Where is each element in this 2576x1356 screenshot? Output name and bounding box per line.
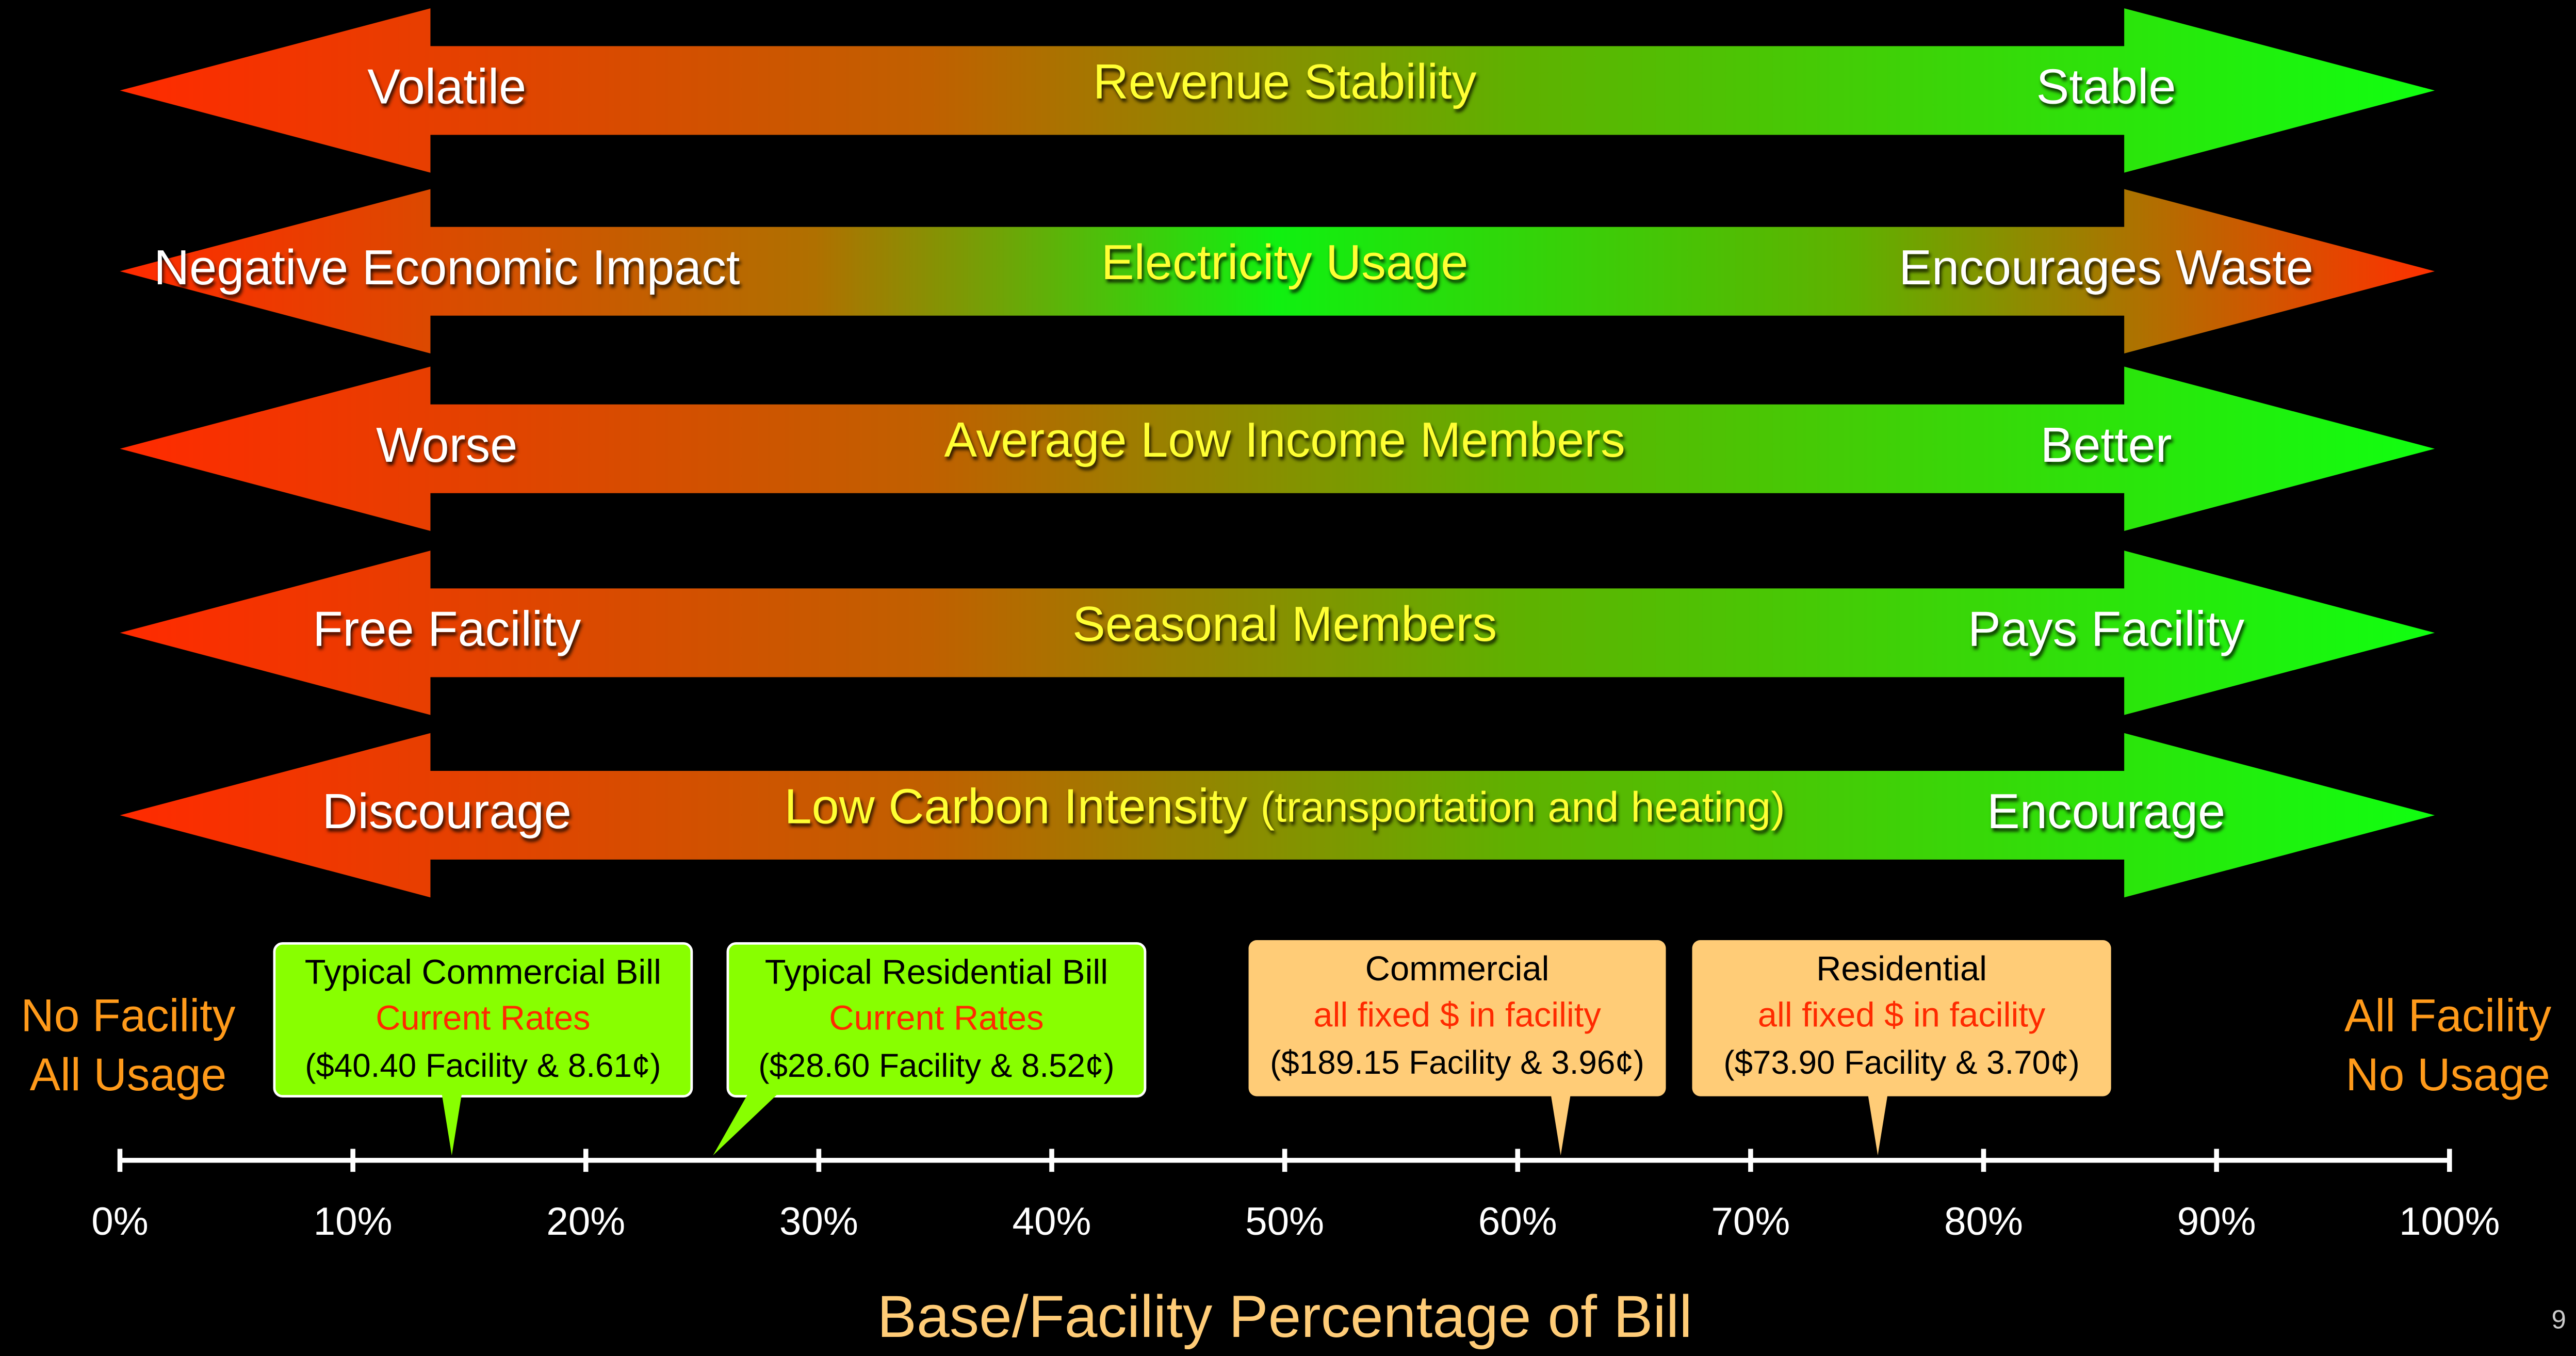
callout-pointer — [1868, 1094, 1888, 1156]
axis-end-label: No Facility — [21, 989, 236, 1041]
axis-tick-label: 20% — [546, 1200, 625, 1244]
axis-tick-label: 10% — [314, 1200, 393, 1244]
arrow — [120, 551, 2435, 715]
callout-box — [726, 942, 1147, 1097]
arrow-right-label: Stable — [2036, 60, 2176, 115]
arrow-center-title: Average Low Income Members — [944, 413, 1625, 467]
arrow-left-label: Negative Economic Impact — [154, 240, 740, 295]
callout-subtitle: all fixed $ in facility — [1758, 995, 2046, 1034]
callout-title: Typical Residential Bill — [765, 953, 1108, 992]
axis-tick-label: 90% — [2177, 1200, 2256, 1244]
callout-detail: ($28.60 Facility & 8.52¢) — [758, 1047, 1114, 1084]
page-number: 9 — [2552, 1304, 2566, 1334]
arrow — [120, 733, 2435, 898]
arrow-right-label: Pays Facility — [1968, 602, 2244, 657]
arrow-center-note: (transportation and heating) — [1260, 783, 1785, 831]
callout-title: Typical Commercial Bill — [305, 953, 661, 992]
arrow-center-label: Electricity Usage — [1101, 235, 1468, 290]
callout-detail: ($40.40 Facility & 8.61¢) — [305, 1047, 661, 1084]
callout-detail: ($189.15 Facility & 3.96¢) — [1270, 1044, 1644, 1081]
arrow-right-label: Encourages Waste — [1899, 240, 2313, 295]
arrow-left-label: Volatile — [367, 60, 526, 115]
axis-tick-label: 100% — [2399, 1200, 2500, 1244]
callout-box — [1248, 940, 1666, 1096]
arrow — [120, 8, 2435, 173]
arrow-center-label: Revenue Stability — [1093, 55, 1477, 109]
arrow-right-label: Better — [2041, 418, 2172, 473]
callout-box — [1692, 940, 2111, 1096]
axis-tick-label: 0% — [91, 1200, 148, 1244]
callout-box — [273, 942, 693, 1097]
arrow-center-label: Average Low Income Members — [944, 413, 1625, 467]
axis-tick-label: 70% — [1711, 1200, 1790, 1244]
callout-title: Residential — [1816, 949, 1987, 988]
axis-tick-label: 50% — [1245, 1200, 1324, 1244]
callout-pointer — [442, 1094, 462, 1156]
axis-tick-label: 60% — [1478, 1200, 1557, 1244]
arrow-right-label: Encourage — [1987, 784, 2225, 839]
arrow — [120, 189, 2435, 353]
axis-tick-label: 80% — [1944, 1200, 2023, 1244]
callout-pointer — [1551, 1094, 1571, 1156]
arrow-left-label: Free Facility — [313, 602, 581, 657]
callout-title: Commercial — [1365, 949, 1550, 988]
arrow-center-title: Low Carbon Intensity — [785, 780, 1248, 834]
axis-tick-label: 40% — [1013, 1200, 1091, 1244]
arrow-center-title: Electricity Usage — [1101, 235, 1468, 290]
arrow-center-label: Seasonal Members — [1072, 597, 1497, 652]
axis-end-label: No Usage — [2345, 1048, 2550, 1100]
axis-label: Base/Facility Percentage of Bill — [877, 1284, 1692, 1350]
arrow — [120, 366, 2435, 531]
callout-detail: ($73.90 Facility & 3.70¢) — [1723, 1044, 2079, 1081]
arrow-center-label: Low Carbon Intensity (transportation and … — [785, 780, 1785, 834]
axis-end-label: All Facility — [2344, 989, 2552, 1041]
axis-tick-label: 30% — [779, 1200, 858, 1244]
arrow-center-title: Revenue Stability — [1093, 55, 1477, 109]
arrow-left-label: Discourage — [322, 784, 572, 839]
callout-subtitle: Current Rates — [376, 999, 590, 1038]
arrow-left-label: Worse — [376, 418, 517, 473]
arrow-center-title: Seasonal Members — [1072, 597, 1497, 652]
callout-subtitle: Current Rates — [829, 999, 1044, 1038]
axis-end-label: All Usage — [30, 1048, 227, 1100]
callout-subtitle: all fixed $ in facility — [1313, 995, 1601, 1034]
